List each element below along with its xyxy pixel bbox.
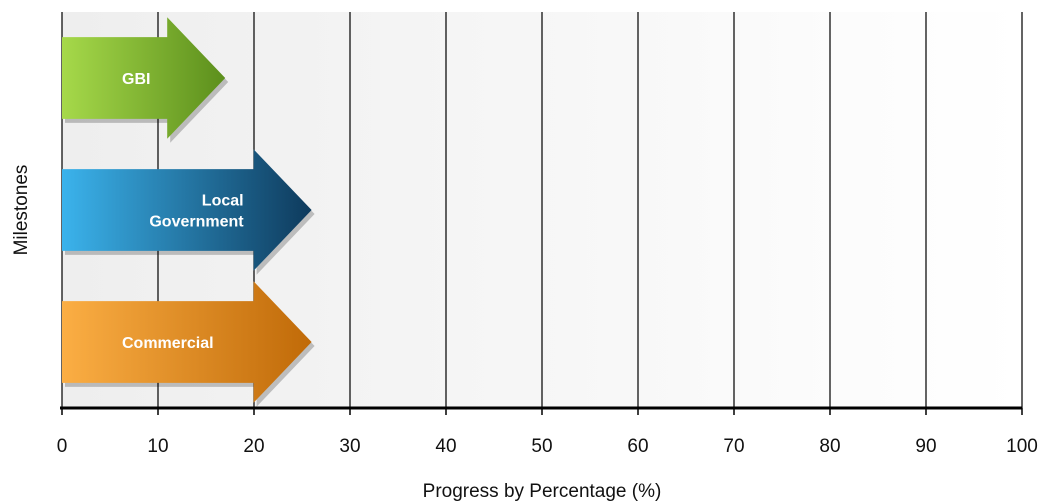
x-tick-label: 80	[819, 436, 840, 457]
x-tick-label: 100	[1006, 436, 1038, 457]
bar-label: GBI	[122, 71, 150, 88]
x-tick-label: 30	[339, 436, 360, 457]
x-ticks: 0 10 20 30 40 50 60 70 80 90 100	[57, 408, 1038, 457]
bar-label: Commercial	[122, 335, 214, 352]
x-tick-label: 90	[915, 436, 936, 457]
x-tick-label: 40	[435, 436, 456, 457]
x-tick-label: 70	[723, 436, 744, 457]
bar-label-line: GBI	[122, 71, 150, 88]
bar-arrow	[62, 281, 312, 403]
x-tick-label: 20	[243, 436, 264, 457]
x-tick-label: 60	[627, 436, 648, 457]
bar-arrow	[62, 17, 226, 139]
x-axis-title: Progress by Percentage (%)	[423, 481, 662, 502]
bar-label-line: Government	[149, 214, 244, 231]
x-tick-label: 0	[57, 436, 68, 457]
bar-label-line: Commercial	[122, 335, 214, 352]
bar-arrow	[62, 149, 312, 271]
y-axis-title: Milestones	[11, 165, 32, 256]
bars: GBI Local Government Commercial	[62, 17, 315, 407]
x-tick-label: 10	[147, 436, 168, 457]
x-tick-label: 50	[531, 436, 552, 457]
bar-label: Local Government	[149, 193, 244, 231]
bar-label-line: Local	[202, 193, 244, 210]
